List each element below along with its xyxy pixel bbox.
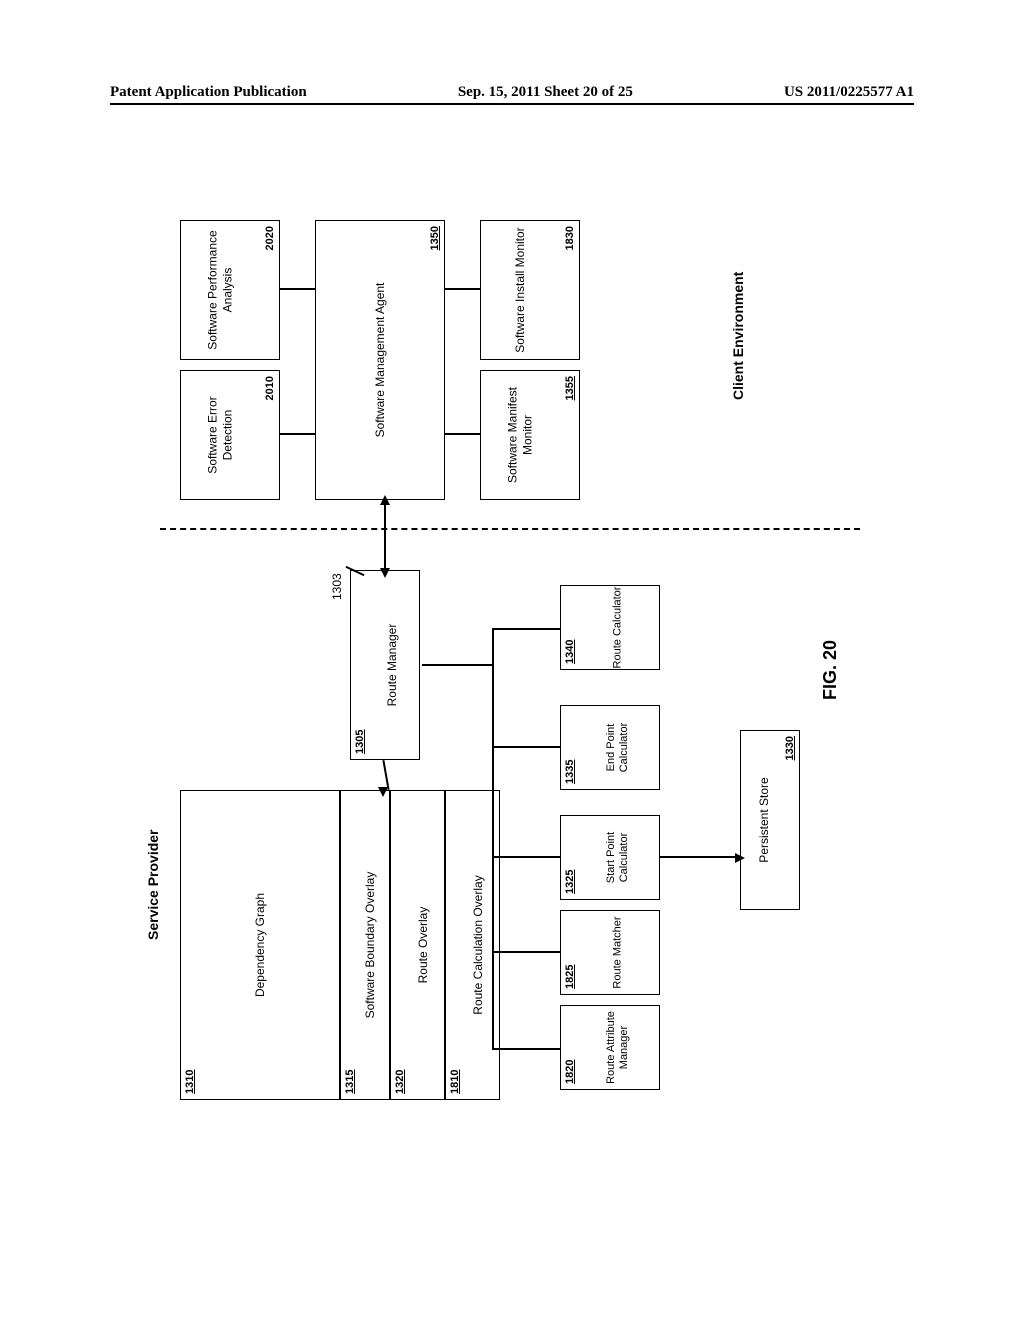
sw-install-monitor-box: 1830 Software Install Monitor: [480, 220, 580, 360]
route-manager-label: Route Manager: [385, 571, 399, 759]
route-manager-box: 1305 Route Manager: [350, 570, 420, 760]
ref-1315: 1315: [344, 1070, 356, 1094]
ref-1820: 1820: [564, 1060, 576, 1084]
line-rm-down: [422, 664, 492, 666]
line-spc-to-store: [660, 856, 740, 858]
ref-1310: 1310: [184, 1070, 196, 1094]
landscape-canvas: Service Provider Client Environment 1310…: [140, 200, 880, 1100]
end-point-calc-box: 1335 End Point Calculator: [560, 705, 660, 790]
route-matcher-label: Route Matcher: [611, 911, 624, 994]
sw-boundary-overlay-label: Software Boundary Overlay: [363, 791, 377, 1099]
ref-1340: 1340: [564, 640, 576, 664]
header-right: US 2011/0225577 A1: [784, 84, 914, 101]
arrow-1303-right: [380, 495, 390, 505]
ref-1303-label: 1303: [330, 573, 344, 600]
start-point-calc-label: Start Point Calculator: [605, 816, 631, 899]
header-center: Sep. 15, 2011 Sheet 20 of 25: [458, 84, 633, 101]
sw-install-monitor-label: Software Install Monitor: [513, 221, 527, 359]
sw-boundary-overlay-box: 1315 Software Boundary Overlay: [340, 790, 390, 1100]
route-calculator-box: 1340 Route Calculator: [560, 585, 660, 670]
line-drop1: [492, 1048, 560, 1050]
start-point-calc-box: 1325 Start Point Calculator: [560, 815, 660, 900]
line-drop4: [492, 746, 560, 748]
route-attr-manager-label: Route Attribute Manager: [605, 1006, 631, 1089]
end-point-calc-label: End Point Calculator: [605, 706, 631, 789]
ref-1825: 1825: [564, 965, 576, 989]
route-overlay-label: Route Overlay: [416, 791, 430, 1099]
arrow-spc-to-store: [735, 853, 745, 863]
dependency-graph-label: Dependency Graph: [253, 791, 267, 1099]
sw-manifest-monitor-label: Software Manifest Monitor: [506, 371, 535, 499]
line-drop5: [492, 628, 560, 630]
line-1303: [384, 502, 386, 570]
sw-error-detection-box: 2010 Software Error Detection: [180, 370, 280, 500]
route-matcher-box: 1825 Route Matcher: [560, 910, 660, 995]
line-bus: [492, 628, 494, 1050]
figure-label: FIG. 20: [820, 640, 841, 700]
line-agent-to-install: [445, 288, 480, 290]
sw-mgmt-agent-box: 1350 Software Management Agent: [315, 220, 445, 500]
sw-perf-analysis-label: Software Performance Analysis: [206, 221, 235, 359]
route-calculator-label: Route Calculator: [611, 586, 624, 669]
service-provider-label: Service Provider: [145, 829, 161, 940]
route-overlay-box: 1320 Route Overlay: [390, 790, 445, 1100]
ref-1355: 1355: [564, 376, 576, 400]
line-agent-to-manifest: [445, 433, 480, 435]
sw-manifest-monitor-box: 1355 Software Manifest Monitor: [480, 370, 580, 500]
ref-1335: 1335: [564, 760, 576, 784]
ref-2010: 2010: [264, 376, 276, 400]
sw-error-detection-label: Software Error Detection: [206, 371, 235, 499]
client-environment-label: Client Environment: [730, 272, 746, 400]
ref-1830: 1830: [564, 226, 576, 250]
ref-1350: 1350: [429, 226, 441, 250]
ref-1330: 1330: [784, 736, 796, 760]
ref-1325: 1325: [564, 870, 576, 894]
sw-perf-analysis-box: 2020 Software Performance Analysis: [180, 220, 280, 360]
sw-mgmt-agent-label: Software Management Agent: [373, 221, 387, 499]
header-left: Patent Application Publication: [110, 84, 307, 101]
route-calc-overlay-label: Route Calculation Overlay: [471, 791, 485, 1099]
page-header: Patent Application Publication Sep. 15, …: [110, 84, 914, 105]
ref-1320: 1320: [394, 1070, 406, 1094]
ref-1305: 1305: [354, 730, 366, 754]
line-err-to-agent: [280, 433, 315, 435]
ref-2020: 2020: [264, 226, 276, 250]
persistent-store-label: Persistent Store: [757, 731, 771, 909]
line-drop3: [492, 856, 560, 858]
figure-diagram: Service Provider Client Environment 1310…: [60, 280, 960, 1020]
arrow-1303-left: [380, 568, 390, 578]
divider-line: [160, 528, 860, 530]
ref-1810: 1810: [449, 1070, 461, 1094]
persistent-store-box: 1330 Persistent Store: [740, 730, 800, 910]
line-rm-to-stack: [382, 760, 389, 790]
line-drop2: [492, 951, 560, 953]
arrow-rm-to-stack: [378, 787, 388, 797]
route-attr-manager-box: 1820 Route Attribute Manager: [560, 1005, 660, 1090]
line-perf-to-agent: [280, 288, 315, 290]
dependency-graph-box: 1310 Dependency Graph: [180, 790, 340, 1100]
